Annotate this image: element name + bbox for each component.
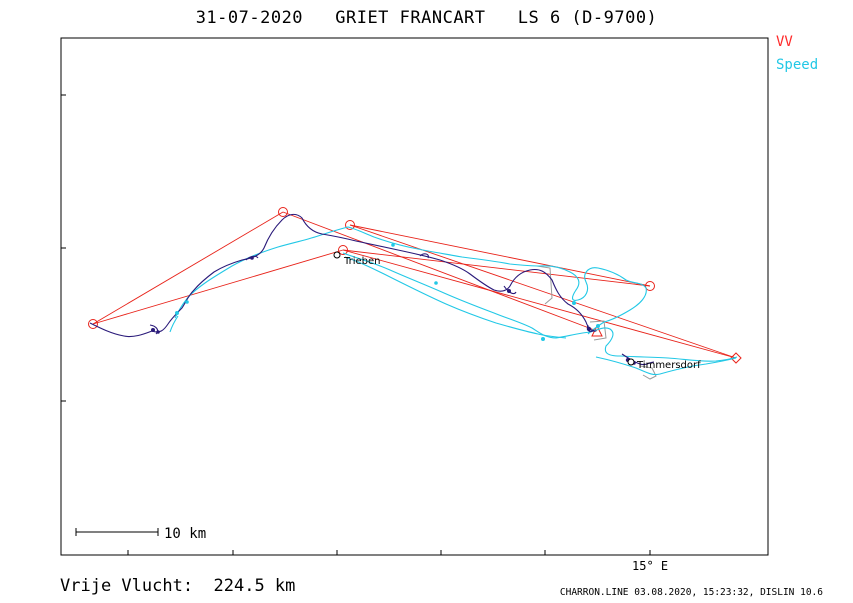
scale-bar <box>75 528 159 536</box>
map-title: 31-07-2020 GRIET FRANCART LS 6 (D-9700) <box>195 8 658 28</box>
scale-label: 10 km <box>164 526 206 542</box>
legend-speed: Speed <box>776 57 819 73</box>
free-flight-distance: Vrije Vlucht: 224.5 km <box>60 576 296 596</box>
speed-track <box>169 226 738 376</box>
turnpoint-marker <box>645 281 655 291</box>
sector-arcs <box>536 265 657 380</box>
thermal-marker <box>541 337 545 341</box>
turnpoint-marker <box>88 319 98 329</box>
software-credit: CHARRON.LINE 03.08.2020, 15:23:32, DISLI… <box>559 587 823 598</box>
map-frame <box>60 37 769 556</box>
task-lines <box>92 211 737 359</box>
place-label-trieben: Trieben <box>343 256 381 267</box>
legend-vv: VV <box>776 34 793 50</box>
turnpoint-marker <box>278 207 288 217</box>
thermal-marker <box>572 301 576 305</box>
turnpoint-marker <box>338 245 348 255</box>
thermal-marker <box>434 281 438 285</box>
thermal-marker <box>586 326 592 332</box>
finish-diamond <box>730 352 742 364</box>
thermal-marker <box>596 324 600 328</box>
track-markers <box>151 243 636 365</box>
thermal-marker <box>156 330 160 334</box>
thermal-marker <box>250 256 254 260</box>
thermal-marker <box>151 328 155 332</box>
thermal-marker <box>175 311 179 315</box>
thermal-marker <box>507 289 511 293</box>
place-label-timmersdorf: Timmersdorf <box>636 360 701 371</box>
longitude-label: 15° E <box>632 559 668 573</box>
turnpoint-marker <box>345 220 355 230</box>
place-marker-trieben <box>333 251 341 259</box>
longitude-ticks <box>127 550 651 555</box>
place-marker-timmersdorf <box>627 358 635 366</box>
thermal-marker <box>391 243 395 247</box>
vv-track <box>89 213 655 366</box>
thermal-marker <box>185 300 189 304</box>
latitude-ticks <box>61 94 66 402</box>
